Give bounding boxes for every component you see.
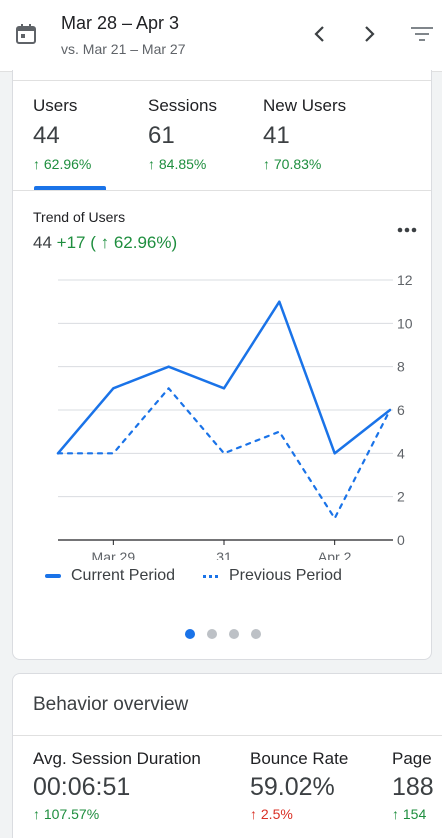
behavior-title: Behavior overview (33, 694, 189, 715)
behavior-card: Behavior overview Avg. Session Duration … (12, 673, 442, 838)
metric-value: 00:06:51 (33, 773, 131, 801)
series-line-current (56, 300, 392, 455)
y-tick-label: 10 (397, 315, 413, 331)
y-tick-label: 2 (397, 489, 405, 505)
users-card: Users 44 ↑ 62.96% Sessions 61 ↑ 84.85% N… (12, 70, 432, 660)
trend-title: Trend of Users (33, 209, 126, 225)
metric-label: New Users (263, 96, 347, 115)
card-divider (13, 735, 442, 736)
metric-label: Avg. Session Duration (33, 749, 201, 768)
more-options-icon[interactable] (397, 222, 417, 233)
previous-period-button[interactable] (308, 22, 332, 46)
metric-change: ↑ 70.83% (263, 156, 322, 172)
y-tick-label: 6 (397, 402, 405, 418)
legend-current: Current Period (45, 567, 175, 585)
card-divider (13, 80, 431, 81)
pager-dot[interactable] (229, 629, 239, 639)
metric-pages[interactable]: Page 188 ↑ 154 (392, 749, 434, 822)
carousel-pager (185, 629, 261, 639)
metric-change: ↑ 84.85% (148, 156, 207, 172)
active-tab-indicator (34, 186, 106, 190)
x-tick-label: Mar 29 (92, 549, 136, 560)
users-trend-chart: 0 2 4 6 8 10 12 Mar 29 31 Apr 2 (56, 272, 413, 560)
tab-users[interactable]: Users 44 ↑ 62.96% (33, 96, 91, 172)
metric-change: ↑ 2.5% (250, 806, 293, 822)
metric-label: Page (392, 749, 432, 768)
metric-change: ↑ 107.57% (33, 806, 100, 822)
filter-button[interactable] (410, 22, 434, 46)
metric-value: 44 (33, 122, 60, 149)
filter-icon (411, 27, 433, 41)
metric-bounce-rate[interactable]: Bounce Rate 59.02% ↑ 2.5% (250, 749, 348, 822)
metric-label: Bounce Rate (250, 749, 349, 768)
y-tick-label: 8 (397, 359, 405, 375)
y-tick-label: 4 (397, 445, 405, 461)
tab-new-users[interactable]: New Users 41 ↑ 70.83% (263, 96, 346, 172)
next-period-button[interactable] (357, 22, 381, 46)
legend-previous-label: Previous Period (229, 567, 342, 584)
metric-value: 61 (148, 122, 175, 149)
y-tick-label: 0 (397, 532, 405, 548)
pager-dot[interactable] (251, 629, 261, 639)
legend-previous: Previous Period (203, 567, 342, 585)
metric-change: ↑ 62.96% (33, 156, 92, 172)
metric-value: 188 (392, 773, 434, 801)
legend-current-label: Current Period (71, 567, 176, 584)
date-header: Mar 28 – Apr 3 vs. Mar 21 – Mar 27 (0, 0, 442, 72)
metric-value: 41 (263, 122, 290, 149)
y-tick-label: 12 (397, 272, 413, 288)
legend-dotted-swatch (203, 574, 219, 578)
chevron-left-icon (314, 26, 324, 42)
date-range[interactable]: Mar 28 – Apr 3 (61, 13, 180, 33)
compare-range: vs. Mar 21 – Mar 27 (61, 41, 186, 57)
pager-dot[interactable] (207, 629, 217, 639)
x-tick-label: 31 (216, 549, 232, 560)
x-tick-label: Apr 2 (318, 549, 352, 560)
metric-avg-session-duration[interactable]: Avg. Session Duration 00:06:51 ↑ 107.57% (33, 749, 201, 822)
tab-divider (13, 190, 431, 191)
chevron-right-icon (365, 26, 375, 42)
metric-label: Sessions (148, 96, 217, 115)
legend-solid-swatch (45, 574, 61, 578)
pager-dot[interactable] (185, 629, 195, 639)
metric-change: ↑ 154 (392, 806, 427, 822)
trend-value: 44 (33, 233, 52, 252)
metric-value: 59.02% (250, 773, 335, 801)
trend-delta: +17 ( ↑ 62.96%) (56, 233, 178, 252)
tab-sessions[interactable]: Sessions 61 ↑ 84.85% (148, 96, 217, 172)
calendar-icon[interactable] (14, 22, 38, 46)
trend-summary: 44 +17 ( ↑ 62.96%) (33, 233, 177, 253)
metric-label: Users (33, 96, 78, 115)
